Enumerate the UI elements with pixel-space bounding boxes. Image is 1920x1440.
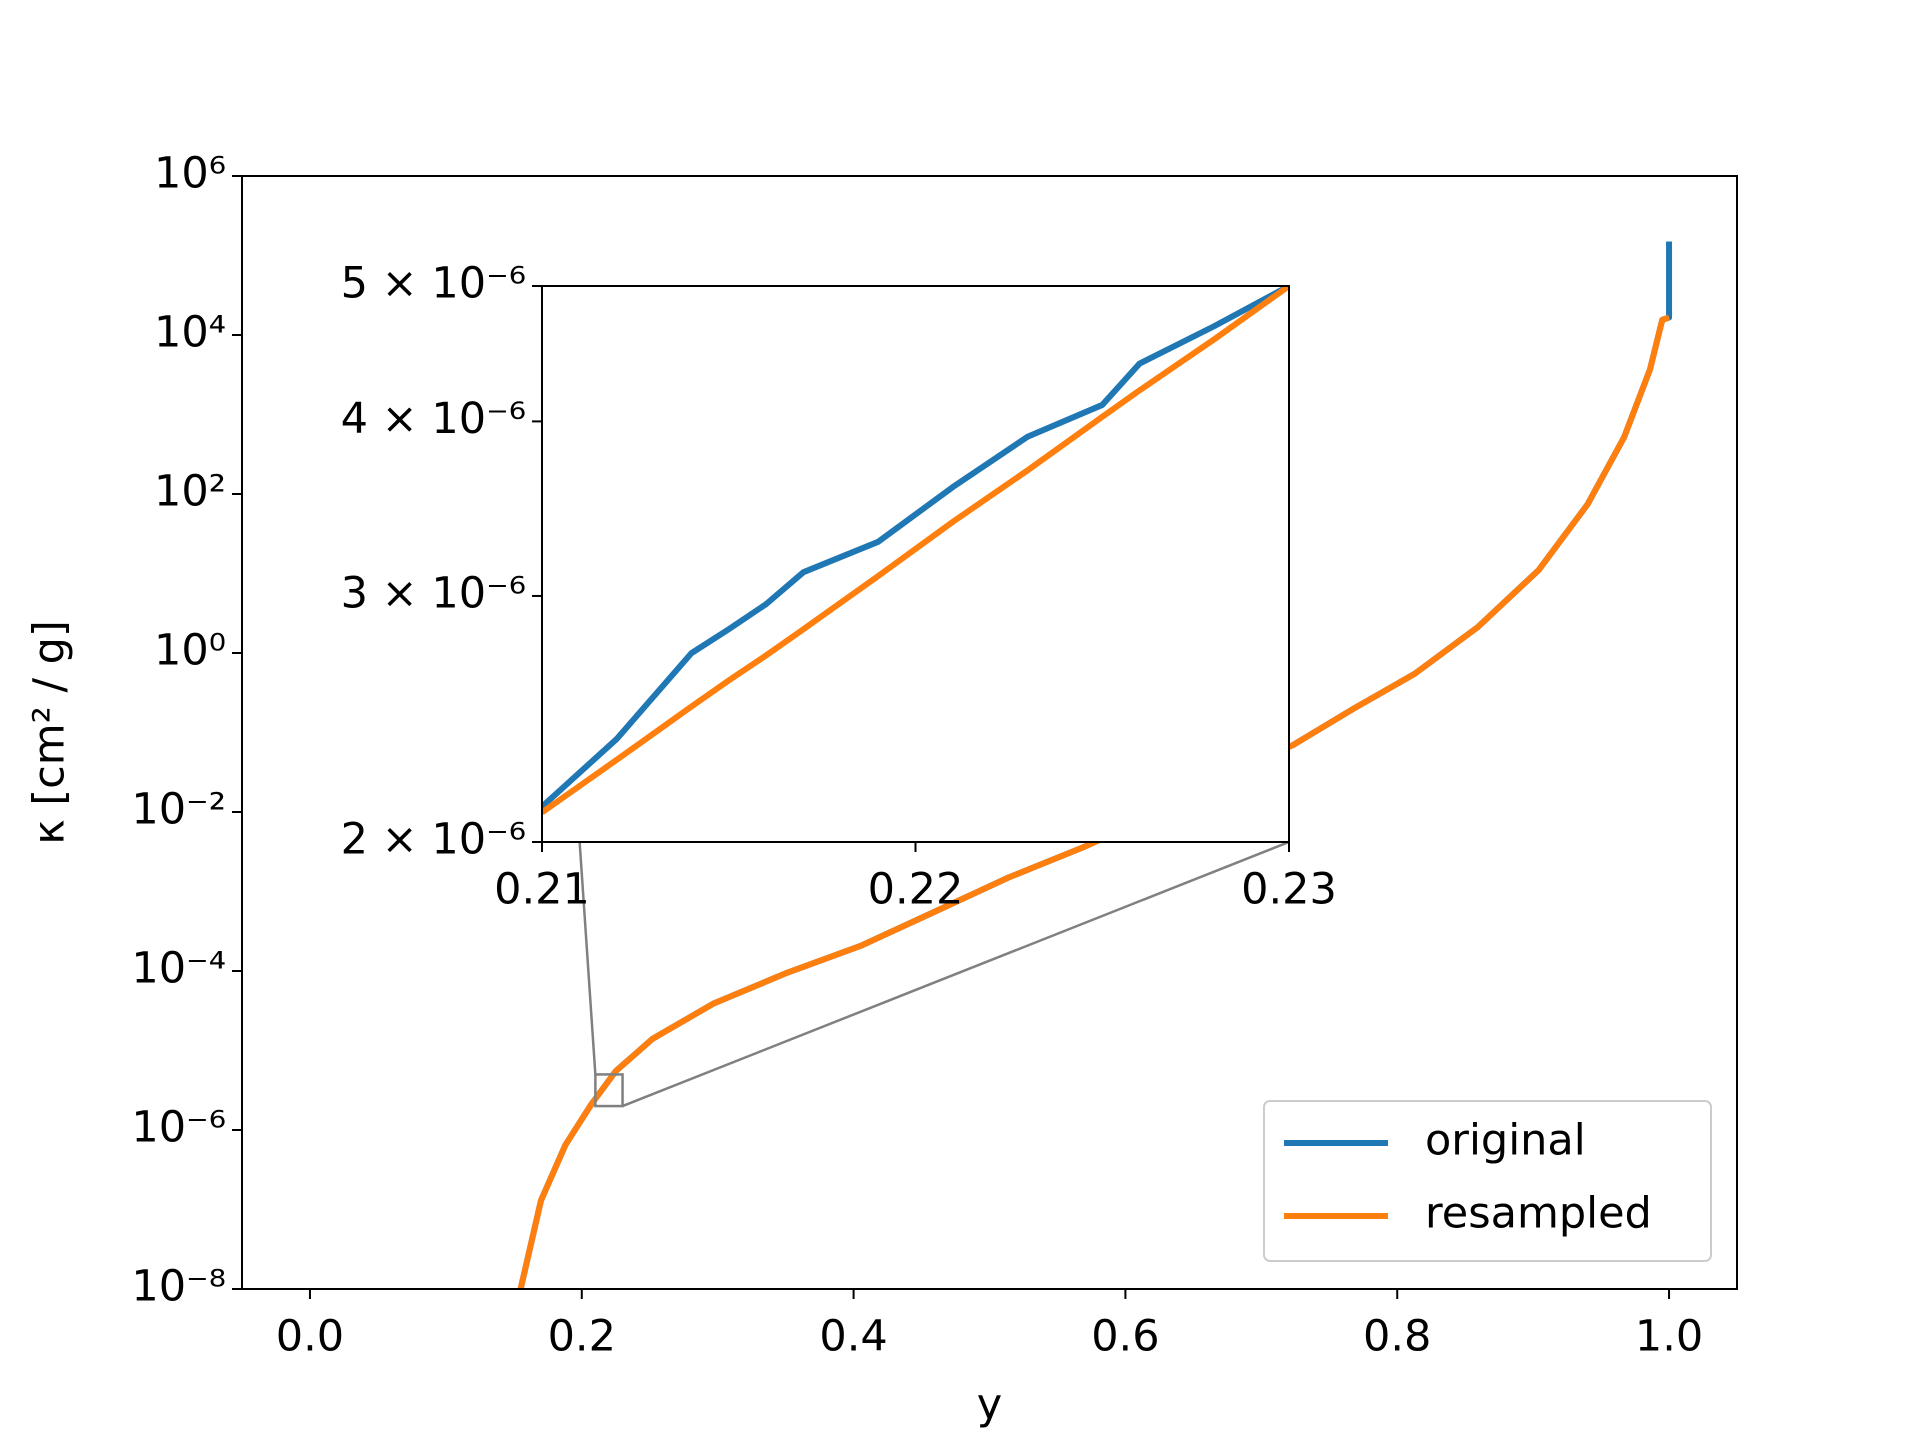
legend-label: resampled <box>1425 1189 1652 1239</box>
y-tick-label: 3 × 10⁻⁶ <box>341 568 526 618</box>
legend: original resampled <box>1263 1100 1712 1262</box>
series-line <box>542 286 1289 809</box>
x-tick-label: 0.2 <box>548 1312 616 1362</box>
y-tick-label: 5 × 10⁻⁶ <box>341 259 526 309</box>
axes-frame <box>241 175 1738 1290</box>
plot-area: 0.21 0.22 0.23 2 × 10⁻⁶ 3 × 10⁻⁶ 4 × 10⁻⁶ 5 × … <box>341 259 1337 915</box>
x-tick-label: 0.23 <box>1241 865 1337 915</box>
y-tick-label: 4 × 10⁻⁶ <box>341 394 526 444</box>
y-tick-label: 10⁻⁶ <box>131 1103 226 1153</box>
x-tick-label: 0.0 <box>276 1312 344 1362</box>
y-tick-label: 10⁰ <box>154 626 226 676</box>
y-tick-label: 10⁻⁸ <box>131 1262 226 1312</box>
series-line <box>542 286 1289 815</box>
x-tick-label: 0.6 <box>1091 1312 1159 1362</box>
plot-background <box>542 286 1289 842</box>
x-tick-label: 0.8 <box>1363 1312 1431 1362</box>
y-tick-label: 10⁻² <box>131 785 226 835</box>
zoom-region <box>594 1073 624 1108</box>
y-tick-label: 10⁶ <box>154 149 226 199</box>
x-tick-label: 0.22 <box>868 865 964 915</box>
y-axis-label: κ [cm² / g] <box>25 620 75 844</box>
y-tick-label: 10⁴ <box>154 308 226 358</box>
x-tick-label: 1.0 <box>1635 1312 1703 1362</box>
y-tick-label: 2 × 10⁻⁶ <box>341 815 526 865</box>
zoom-connector <box>622 840 1290 1108</box>
y-tick-label: 10² <box>154 467 226 517</box>
legend-label: original <box>1425 1116 1586 1166</box>
x-tick-label: 0.21 <box>494 865 590 915</box>
x-tick-label: 0.4 <box>819 1312 887 1362</box>
y-tick-label: 10⁻⁴ <box>131 944 226 994</box>
x-axis-label: y <box>977 1380 1002 1430</box>
